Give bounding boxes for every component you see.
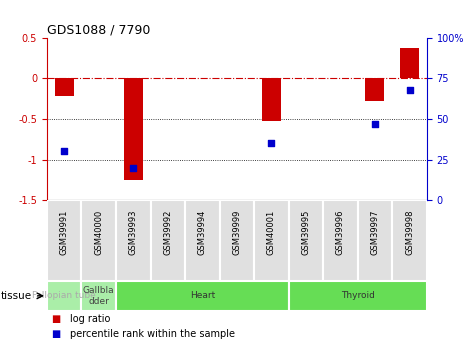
Text: GDS1088 / 7790: GDS1088 / 7790 <box>47 24 150 37</box>
Point <box>406 87 413 92</box>
Text: GSM39998: GSM39998 <box>405 210 414 255</box>
Text: GSM40000: GSM40000 <box>94 210 103 255</box>
Bar <box>151 200 185 281</box>
Text: log ratio: log ratio <box>70 314 111 324</box>
Text: GSM39999: GSM39999 <box>232 210 242 255</box>
Text: Heart: Heart <box>189 291 215 300</box>
Text: GSM39993: GSM39993 <box>129 210 138 255</box>
Text: Fallopian tube: Fallopian tube <box>32 291 96 300</box>
Bar <box>400 48 419 78</box>
Text: percentile rank within the sample: percentile rank within the sample <box>70 329 235 338</box>
Point <box>268 140 275 146</box>
Bar <box>116 281 288 310</box>
Bar <box>323 200 358 281</box>
Bar <box>124 78 143 180</box>
Bar <box>254 200 288 281</box>
Text: GSM39996: GSM39996 <box>336 210 345 255</box>
Text: GSM39992: GSM39992 <box>163 210 172 255</box>
Bar <box>185 200 219 281</box>
Bar <box>358 200 392 281</box>
Bar <box>219 200 254 281</box>
Text: GSM40001: GSM40001 <box>267 210 276 255</box>
Bar <box>392 200 427 281</box>
Bar <box>288 281 427 310</box>
Text: GSM39995: GSM39995 <box>302 210 310 255</box>
Text: Thyroid: Thyroid <box>341 291 375 300</box>
Point <box>371 121 379 127</box>
Text: ■: ■ <box>52 314 61 324</box>
Text: GSM39994: GSM39994 <box>198 210 207 255</box>
Bar <box>82 281 116 310</box>
Text: GSM39991: GSM39991 <box>60 210 68 255</box>
Bar <box>262 78 281 121</box>
Bar <box>55 78 74 96</box>
Bar <box>47 200 82 281</box>
Bar <box>82 200 116 281</box>
Bar <box>288 200 323 281</box>
Bar <box>47 281 82 310</box>
Text: GSM39997: GSM39997 <box>371 210 379 255</box>
Text: Gallbla
dder: Gallbla dder <box>83 286 114 306</box>
Bar <box>116 200 151 281</box>
Point <box>61 149 68 154</box>
Point <box>129 165 137 170</box>
Bar <box>365 78 385 101</box>
Text: tissue: tissue <box>1 291 32 301</box>
Text: ■: ■ <box>52 329 61 338</box>
